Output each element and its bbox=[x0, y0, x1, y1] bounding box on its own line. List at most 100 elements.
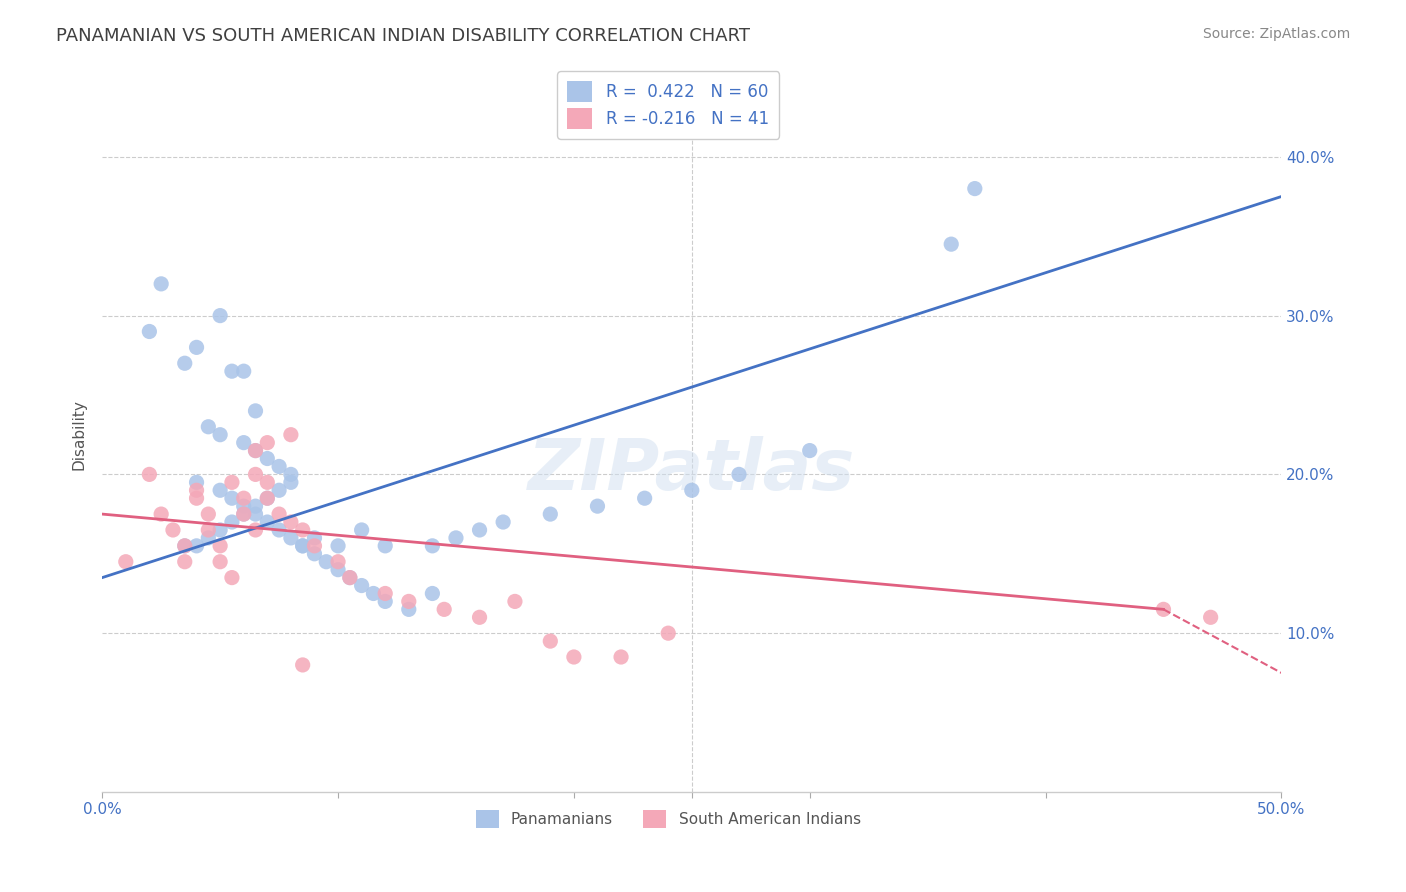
Point bbox=[114, 555, 136, 569]
Point bbox=[197, 531, 219, 545]
Point bbox=[232, 435, 254, 450]
Point bbox=[280, 467, 302, 482]
Point bbox=[232, 507, 254, 521]
Point bbox=[350, 523, 373, 537]
Point bbox=[221, 491, 243, 506]
Point bbox=[245, 507, 267, 521]
Point bbox=[280, 515, 302, 529]
Point bbox=[363, 586, 385, 600]
Point bbox=[374, 539, 396, 553]
Point bbox=[326, 563, 349, 577]
Point bbox=[799, 443, 821, 458]
Point bbox=[173, 356, 195, 370]
Point bbox=[186, 491, 208, 506]
Point bbox=[586, 499, 609, 513]
Point bbox=[232, 499, 254, 513]
Point bbox=[468, 523, 491, 537]
Legend: Panamanians, South American Indians: Panamanians, South American Indians bbox=[470, 804, 868, 834]
Point bbox=[256, 451, 278, 466]
Point bbox=[304, 539, 326, 553]
Point bbox=[138, 325, 160, 339]
Point bbox=[433, 602, 456, 616]
Point bbox=[150, 277, 173, 291]
Point bbox=[245, 499, 267, 513]
Point bbox=[256, 491, 278, 506]
Point bbox=[209, 523, 232, 537]
Point bbox=[374, 594, 396, 608]
Point bbox=[492, 515, 515, 529]
Point bbox=[173, 539, 195, 553]
Point bbox=[197, 507, 219, 521]
Point bbox=[162, 523, 184, 537]
Point bbox=[339, 571, 361, 585]
Point bbox=[221, 475, 243, 490]
Point bbox=[326, 539, 349, 553]
Point bbox=[280, 427, 302, 442]
Point bbox=[186, 539, 208, 553]
Point bbox=[245, 404, 267, 418]
Point bbox=[304, 547, 326, 561]
Point bbox=[209, 483, 232, 498]
Point bbox=[267, 483, 290, 498]
Point bbox=[232, 491, 254, 506]
Point bbox=[1199, 610, 1222, 624]
Point bbox=[681, 483, 703, 498]
Point bbox=[173, 539, 195, 553]
Point bbox=[245, 443, 267, 458]
Point bbox=[610, 650, 633, 665]
Point bbox=[941, 237, 963, 252]
Point bbox=[538, 634, 561, 648]
Point bbox=[538, 507, 561, 521]
Point bbox=[503, 594, 526, 608]
Y-axis label: Disability: Disability bbox=[72, 400, 86, 470]
Point bbox=[209, 427, 232, 442]
Point bbox=[267, 523, 290, 537]
Point bbox=[197, 523, 219, 537]
Point bbox=[280, 531, 302, 545]
Point bbox=[186, 483, 208, 498]
Point bbox=[657, 626, 679, 640]
Point bbox=[339, 571, 361, 585]
Point bbox=[422, 586, 444, 600]
Point bbox=[209, 309, 232, 323]
Text: Source: ZipAtlas.com: Source: ZipAtlas.com bbox=[1202, 27, 1350, 41]
Point bbox=[963, 181, 986, 195]
Point bbox=[150, 507, 173, 521]
Point bbox=[444, 531, 467, 545]
Point bbox=[291, 539, 314, 553]
Point bbox=[221, 571, 243, 585]
Point bbox=[245, 443, 267, 458]
Point bbox=[173, 555, 195, 569]
Point bbox=[304, 531, 326, 545]
Point bbox=[422, 539, 444, 553]
Point bbox=[256, 435, 278, 450]
Point bbox=[350, 578, 373, 592]
Point bbox=[398, 602, 420, 616]
Point bbox=[326, 555, 349, 569]
Point bbox=[186, 475, 208, 490]
Point bbox=[1153, 602, 1175, 616]
Point bbox=[256, 491, 278, 506]
Point bbox=[209, 539, 232, 553]
Point bbox=[256, 475, 278, 490]
Point bbox=[633, 491, 655, 506]
Point bbox=[221, 515, 243, 529]
Point bbox=[209, 555, 232, 569]
Point bbox=[221, 364, 243, 378]
Point bbox=[245, 467, 267, 482]
Text: PANAMANIAN VS SOUTH AMERICAN INDIAN DISABILITY CORRELATION CHART: PANAMANIAN VS SOUTH AMERICAN INDIAN DISA… bbox=[56, 27, 751, 45]
Point bbox=[468, 610, 491, 624]
Point bbox=[138, 467, 160, 482]
Point bbox=[245, 523, 267, 537]
Point bbox=[291, 539, 314, 553]
Point bbox=[232, 507, 254, 521]
Point bbox=[267, 459, 290, 474]
Point bbox=[267, 507, 290, 521]
Point bbox=[398, 594, 420, 608]
Point bbox=[291, 523, 314, 537]
Point bbox=[256, 515, 278, 529]
Point bbox=[315, 555, 337, 569]
Point bbox=[197, 419, 219, 434]
Text: ZIPatlas: ZIPatlas bbox=[529, 436, 855, 505]
Point bbox=[728, 467, 751, 482]
